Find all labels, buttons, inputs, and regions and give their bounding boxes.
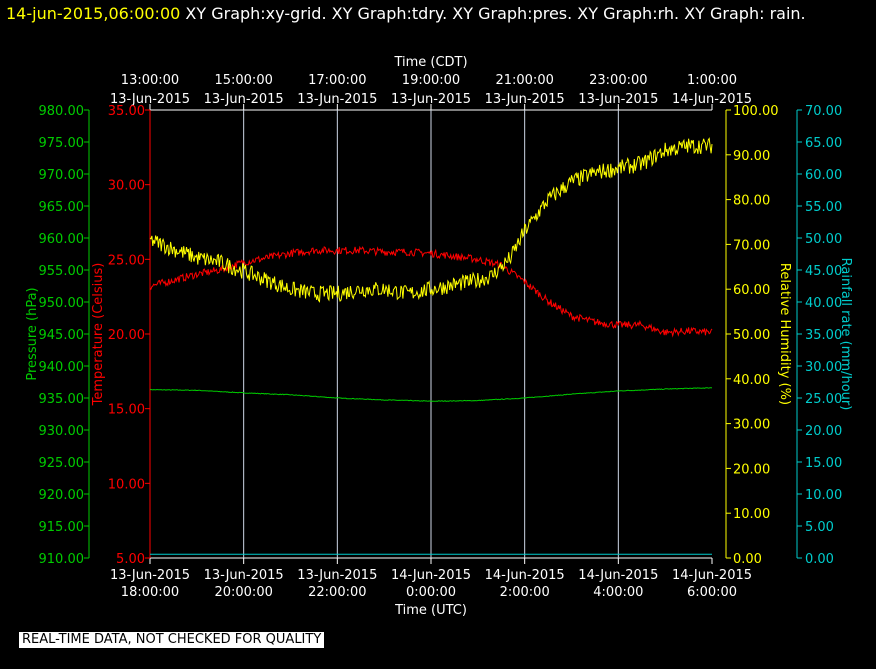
rain-tick-label: 45.00 xyxy=(805,264,842,279)
rain-tick-label: 65.00 xyxy=(805,136,842,151)
x-tick-label-top-time: 1:00:00 xyxy=(687,73,737,88)
humidity-tick-label: 80.00 xyxy=(733,194,770,209)
humidity-tick-label: 40.00 xyxy=(733,373,770,388)
temperature-tick-label: 30.00 xyxy=(108,179,145,194)
rain-tick-label: 35.00 xyxy=(805,328,842,343)
rain-tick-label: 40.00 xyxy=(805,296,842,311)
temperature-tick-label: 25.00 xyxy=(108,253,145,268)
pressure-tick-label: 950.00 xyxy=(39,296,85,311)
rain-tick-label: 25.00 xyxy=(805,392,842,407)
humidity-tick-label: 100.00 xyxy=(733,104,779,119)
humidity-axis-title: Relative Humidity (%) xyxy=(777,263,792,405)
x-tick-label-bottom-time: 4:00:00 xyxy=(593,585,643,600)
x-tick-label-top-time: 23:00:00 xyxy=(589,73,647,88)
pressure-tick-label: 955.00 xyxy=(39,264,85,279)
header: 14-jun-2015,06:00:00 XY Graph:xy-grid. X… xyxy=(6,2,866,26)
temperature-tick-label: 10.00 xyxy=(108,477,145,492)
humidity-tick-label: 50.00 xyxy=(733,328,770,343)
pressure-tick-label: 930.00 xyxy=(39,424,85,439)
quality-disclaimer: REAL-TIME DATA, NOT CHECKED FOR QUALITY xyxy=(19,632,325,648)
pressure-tick-label: 965.00 xyxy=(39,200,85,215)
humidity-tick-label: 70.00 xyxy=(733,238,770,253)
x-tick-label-top-time: 13:00:00 xyxy=(121,73,179,88)
temperature-axis-title: Temperature (Celsius) xyxy=(91,263,106,407)
rain-tick-label: 0.00 xyxy=(805,552,834,567)
rain-tick-label: 50.00 xyxy=(805,232,842,247)
pressure-tick-label: 980.00 xyxy=(39,104,85,119)
pressure-tick-label: 920.00 xyxy=(39,488,85,503)
x-tick-label-bottom-time: 6:00:00 xyxy=(687,585,737,600)
temperature-series-line xyxy=(149,245,713,338)
x-tick-label-top-date: 13-Jun-2015 xyxy=(204,92,284,107)
pressure-tick-label: 940.00 xyxy=(39,360,85,375)
rain-tick-label: 15.00 xyxy=(805,456,842,471)
humidity-series-line xyxy=(149,137,713,303)
x-tick-label-bottom-time: 18:00:00 xyxy=(121,585,179,600)
pressure-tick-label: 925.00 xyxy=(39,456,85,471)
x-tick-label-bottom-date: 14-Jun-2015 xyxy=(672,568,752,583)
rain-axis-title: Rainfall rate (mm/hour) xyxy=(838,258,853,411)
x-tick-label-top-time: 19:00:00 xyxy=(402,73,460,88)
pressure-tick-label: 970.00 xyxy=(39,168,85,183)
rain-tick-label: 60.00 xyxy=(805,168,842,183)
humidity-tick-label: 90.00 xyxy=(733,149,770,164)
x-tick-label-bottom-date: 13-Jun-2015 xyxy=(110,568,190,583)
x-tick-label-bottom-time: 20:00:00 xyxy=(214,585,272,600)
x-tick-label-top-date: 13-Jun-2015 xyxy=(110,92,190,107)
pressure-tick-label: 945.00 xyxy=(39,328,85,343)
x-tick-label-bottom-date: 13-Jun-2015 xyxy=(297,568,377,583)
rain-tick-label: 30.00 xyxy=(805,360,842,375)
x-tick-label-top-date: 14-Jun-2015 xyxy=(672,92,752,107)
rain-tick-label: 70.00 xyxy=(805,104,842,119)
rain-tick-label: 20.00 xyxy=(805,424,842,439)
x-tick-label-top-time: 15:00:00 xyxy=(214,73,272,88)
x-axis-title-bottom: Time (UTC) xyxy=(394,603,467,618)
x-tick-label-top-date: 13-Jun-2015 xyxy=(485,92,565,107)
x-axis-title-top: Time (CDT) xyxy=(393,55,467,70)
humidity-tick-label: 10.00 xyxy=(733,507,770,522)
temperature-tick-label: 20.00 xyxy=(108,328,145,343)
pressure-tick-label: 975.00 xyxy=(39,136,85,151)
temperature-tick-label: 5.00 xyxy=(116,552,145,567)
x-tick-label-bottom-date: 14-Jun-2015 xyxy=(485,568,565,583)
graph-titles: XY Graph:xy-grid. XY Graph:tdry. XY Grap… xyxy=(185,4,806,23)
pressure-axis-title: Pressure (hPa) xyxy=(25,287,40,380)
x-tick-label-top-time: 17:00:00 xyxy=(308,73,366,88)
pressure-tick-label: 910.00 xyxy=(39,552,85,567)
humidity-tick-label: 20.00 xyxy=(733,462,770,477)
humidity-tick-label: 60.00 xyxy=(733,283,770,298)
x-tick-label-bottom-time: 22:00:00 xyxy=(308,585,366,600)
x-tick-label-top-date: 13-Jun-2015 xyxy=(297,92,377,107)
pressure-tick-label: 915.00 xyxy=(39,520,85,535)
x-tick-label-bottom-date: 14-Jun-2015 xyxy=(391,568,471,583)
rain-tick-label: 10.00 xyxy=(805,488,842,503)
rain-tick-label: 55.00 xyxy=(805,200,842,215)
temperature-tick-label: 15.00 xyxy=(108,403,145,418)
pressure-tick-label: 960.00 xyxy=(39,232,85,247)
x-tick-label-bottom-date: 14-Jun-2015 xyxy=(578,568,658,583)
x-tick-label-bottom-time: 0:00:00 xyxy=(406,585,456,600)
x-tick-label-top-date: 13-Jun-2015 xyxy=(578,92,658,107)
rain-tick-label: 5.00 xyxy=(805,520,834,535)
timestamp: 14-jun-2015,06:00:00 xyxy=(6,4,181,23)
humidity-tick-label: 0.00 xyxy=(733,552,762,567)
x-tick-label-bottom-time: 2:00:00 xyxy=(500,585,550,600)
x-tick-label-top-time: 21:00:00 xyxy=(495,73,553,88)
humidity-tick-label: 30.00 xyxy=(733,418,770,433)
x-tick-label-bottom-date: 13-Jun-2015 xyxy=(204,568,284,583)
temperature-tick-label: 35.00 xyxy=(108,104,145,119)
x-tick-label-top-date: 13-Jun-2015 xyxy=(391,92,471,107)
pressure-tick-label: 935.00 xyxy=(39,392,85,407)
pressure-series-line xyxy=(149,387,713,402)
